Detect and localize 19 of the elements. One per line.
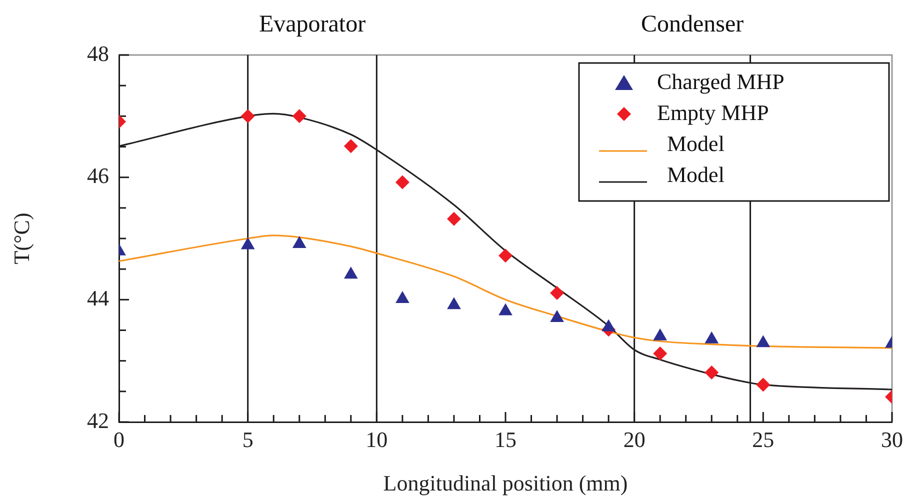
x-tick-label: 30 xyxy=(881,426,903,452)
legend-label: Charged MHP xyxy=(657,68,784,94)
x-tick-label: 5 xyxy=(242,426,254,452)
legend-label: Model xyxy=(667,130,724,156)
x-tick-label: 15 xyxy=(494,426,516,452)
x-axis-title: Longitudinal position (mm) xyxy=(383,470,628,496)
x-tick-label: 20 xyxy=(623,426,646,452)
legend-label: Empty MHP xyxy=(657,100,769,125)
x-tick-label: 0 xyxy=(114,426,124,452)
x-tick-label: 25 xyxy=(752,426,774,452)
y-tick-label: 42 xyxy=(87,408,109,433)
y-tick-label: 48 xyxy=(87,40,109,66)
text: Evaporator xyxy=(258,11,366,38)
x-tick-label: 10 xyxy=(366,426,388,452)
y-tick-label: 44 xyxy=(87,285,109,310)
text: Condenser xyxy=(640,11,744,38)
legend-label: Model xyxy=(667,162,724,187)
y-tick-label: 46 xyxy=(87,163,109,188)
y-axis-title: T(°C) xyxy=(8,212,34,264)
